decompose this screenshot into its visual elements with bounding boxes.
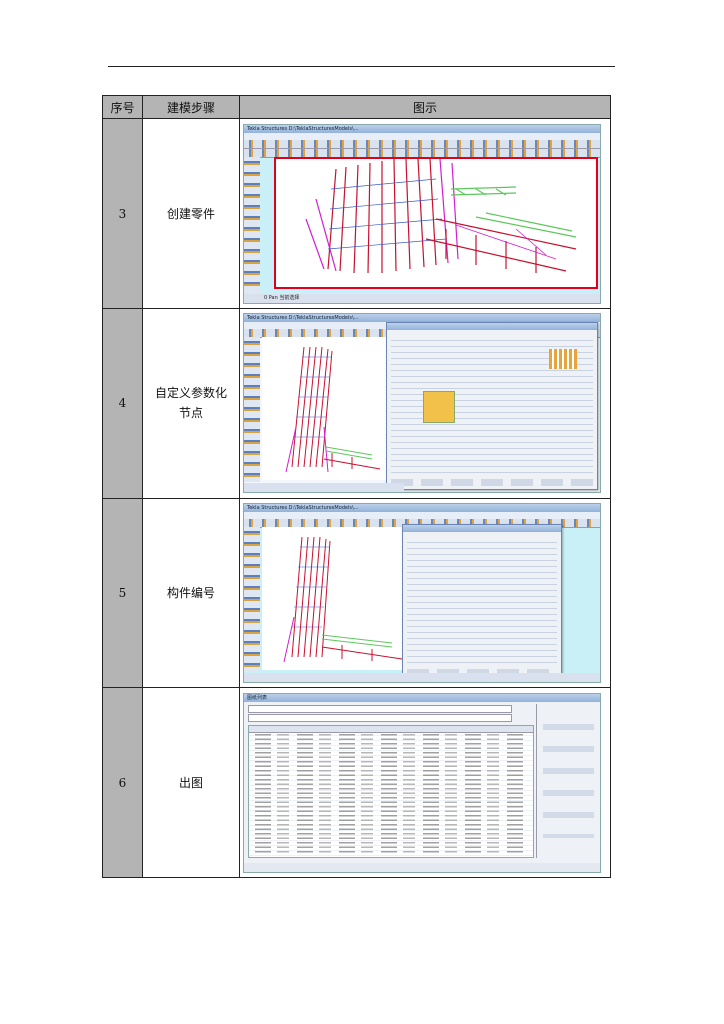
figure-cell: Tekla Structures D:\TeklaStructuresModel… <box>239 307 611 499</box>
profile-preview <box>549 349 577 370</box>
numbering-dialog <box>402 523 562 680</box>
window-title: Tekla Structures D:\TeklaStructuresModel… <box>244 124 600 133</box>
window-title: 图纸列表 <box>244 693 600 702</box>
header-step: 建模步骤 <box>142 94 240 120</box>
left-toolbar <box>244 156 260 293</box>
row-step-line-1: 自定义参数化 <box>154 386 227 401</box>
row-number: 3 <box>102 118 143 309</box>
menu-bar <box>244 132 600 140</box>
screenshot-custom-connection: Tekla Structures D:\TeklaStructuresModel… <box>243 313 601 494</box>
connection-preview <box>423 391 455 424</box>
table-row: 5 构件编号 Tekla Structures D:\TeklaStructur… <box>102 497 611 689</box>
filter-row-2 <box>248 713 512 722</box>
row-step: 出图 <box>142 687 240 878</box>
status-bar <box>244 862 600 872</box>
row-step: 自定义参数化 节点 <box>142 307 240 499</box>
screenshot-numbering: Tekla Structures D:\TeklaStructuresModel… <box>243 502 601 683</box>
side-panel <box>536 703 600 858</box>
header-num: 序号 <box>102 94 143 120</box>
row-step-line-2: 节点 <box>178 406 203 421</box>
left-toolbar <box>244 337 260 483</box>
dialog-fields <box>407 536 557 667</box>
row-step: 构件编号 <box>142 497 240 689</box>
window-title: Tekla Structures D:\TeklaStructuresModel… <box>244 503 600 512</box>
model-viewport <box>274 156 598 289</box>
figure-cell: Tekla Structures D:\TeklaStructuresModel… <box>239 497 611 689</box>
page-top-rule <box>108 66 615 67</box>
table-row: 4 自定义参数化 节点 Tekla Structures D:\TeklaStr… <box>102 307 611 499</box>
dialog-buttons <box>391 479 593 487</box>
status-bar <box>244 672 600 682</box>
row-number: 4 <box>102 307 143 499</box>
dialog-title <box>387 323 597 331</box>
row-number: 6 <box>102 687 143 878</box>
model-viewport <box>262 526 412 670</box>
drawing-list <box>248 724 534 858</box>
row-step: 创建零件 <box>142 118 240 309</box>
status-bar <box>244 483 404 493</box>
model-viewport <box>262 337 386 481</box>
modeling-steps-table: 序号 建模步骤 图示 3 创建零件 Tekla Structures D:\Te… <box>102 94 611 878</box>
connection-dialog <box>386 322 598 491</box>
dialog-title <box>403 524 561 532</box>
list-header <box>249 725 533 733</box>
figure-cell: Tekla Structures D:\TeklaStructuresModel… <box>239 118 611 309</box>
table-header-row: 序号 建模步骤 图示 <box>102 94 611 120</box>
table-row: 6 出图 图纸列表 <box>102 687 611 878</box>
list-rows <box>255 733 527 855</box>
model-drawing <box>305 158 577 273</box>
screenshot-drawing-list: 图纸列表 <box>243 692 601 873</box>
row-number: 5 <box>102 497 143 689</box>
left-toolbar <box>244 526 260 672</box>
header-figure: 图示 <box>239 94 611 120</box>
status-bar: 0 Pan 当前选择 <box>244 293 600 303</box>
figure-cell: 图纸列表 <box>239 687 611 878</box>
tower-drawing <box>283 536 403 663</box>
filter-row <box>248 704 512 713</box>
menu-bar <box>244 511 600 519</box>
tower-drawing <box>285 347 381 473</box>
dialog-buttons <box>407 668 557 676</box>
table-row: 3 创建零件 Tekla Structures D:\TeklaStructur… <box>102 118 611 309</box>
toolbar <box>244 139 600 149</box>
side-buttons <box>543 715 594 838</box>
window-title: Tekla Structures D:\TeklaStructuresModel… <box>244 314 600 323</box>
screenshot-create-parts: Tekla Structures D:\TeklaStructuresModel… <box>243 123 601 304</box>
